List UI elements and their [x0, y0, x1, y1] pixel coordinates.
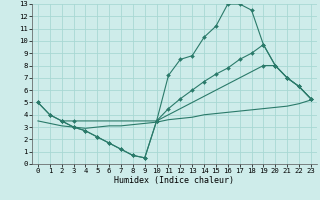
X-axis label: Humidex (Indice chaleur): Humidex (Indice chaleur): [115, 176, 234, 185]
